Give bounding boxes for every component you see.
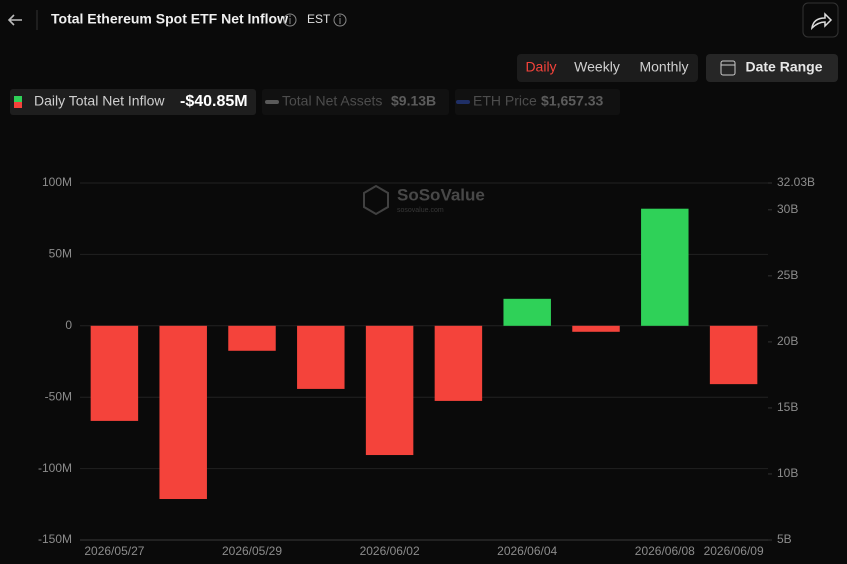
legend-item-box[interactable] <box>455 89 620 115</box>
info-icon[interactable] <box>283 13 297 27</box>
bar <box>709 325 758 385</box>
date-range-label: Date Range <box>745 59 822 75</box>
y-tick-label: 0 <box>65 318 72 332</box>
legend-icon <box>14 102 22 108</box>
y-tick-label: 50M <box>49 247 72 261</box>
bar <box>297 325 345 389</box>
bar <box>503 298 551 326</box>
info-icon[interactable] <box>333 13 347 27</box>
legend-item-box[interactable] <box>262 89 449 115</box>
legend-name: Total Net Assets <box>282 93 382 109</box>
date-range-button[interactable]: Date Range <box>706 54 838 82</box>
legend-value: $1,657.33 <box>541 93 603 109</box>
y-tick-label: -50M <box>45 389 72 403</box>
y2-tick-label: 20B <box>777 334 798 348</box>
back-button[interactable] <box>7 14 22 26</box>
tab[interactable]: Weekly <box>574 59 620 75</box>
chart-title: Total Ethereum Spot ETF Net Inflow <box>51 11 288 27</box>
watermark: SoSoValue sosovalue.com <box>363 184 485 216</box>
legend-name: ETH Price <box>473 93 537 109</box>
y2-tick-label: 15B <box>777 400 798 414</box>
x-tick-label: 2026/06/09 <box>704 544 764 558</box>
bar <box>159 325 207 500</box>
legend-item-box[interactable] <box>10 89 256 115</box>
legend-value: $9.13B <box>391 93 436 109</box>
legend-icon <box>14 96 22 102</box>
watermark-text: SoSoValue <box>397 185 485 204</box>
bar <box>434 325 483 401</box>
bar <box>572 325 620 332</box>
x-tick-label: 2026/06/02 <box>360 544 420 558</box>
bar <box>90 325 139 421</box>
x-tick-label: 2026/05/29 <box>222 544 282 558</box>
timezone: EST <box>307 12 331 26</box>
tab[interactable]: Daily <box>525 59 556 75</box>
x-tick-label: 2026/06/08 <box>635 544 695 558</box>
y2-tick-label: 25B <box>777 268 798 282</box>
tab[interactable]: Monthly <box>639 59 688 75</box>
x-tick-label: 2026/05/27 <box>84 544 144 558</box>
y2-tick-label: 5B <box>777 532 792 546</box>
legend-name: Daily Total Net Inflow <box>34 93 165 109</box>
tab-group <box>517 54 698 82</box>
y2-tick-label: 30B <box>777 202 798 216</box>
y2-tick-label: 10B <box>777 466 798 480</box>
y2-tick-label: 32.03B <box>777 175 815 189</box>
legend-value: -$40.85M <box>180 93 248 110</box>
y-tick-label: -150M <box>38 532 72 546</box>
bar <box>228 325 276 351</box>
y-tick-label: -100M <box>38 461 72 475</box>
x-tick-label: 2026/06/04 <box>497 544 557 558</box>
watermark-sub: sosovalue.com <box>397 207 444 214</box>
y-tick-label: 100M <box>42 175 72 189</box>
bar <box>641 208 689 326</box>
bar <box>365 325 414 456</box>
share-button[interactable] <box>802 2 839 38</box>
